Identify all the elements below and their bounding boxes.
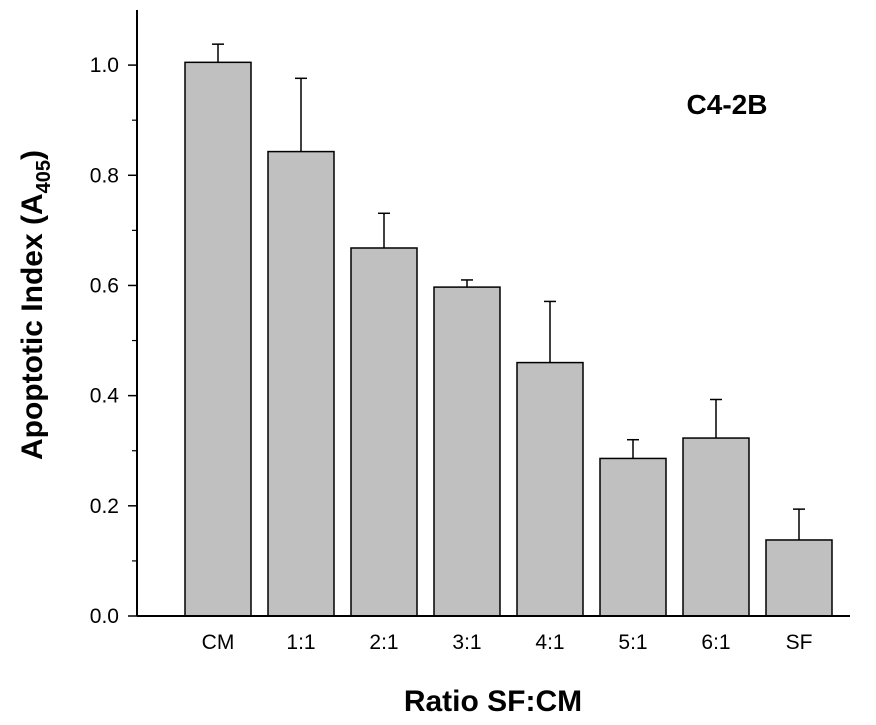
x-tick-label: 6:1: [701, 631, 730, 654]
y-axis-title: Apoptotic Index (A405): [16, 150, 55, 460]
x-tick-label: 1:1: [286, 631, 315, 654]
x-tick-label: CM: [202, 631, 235, 654]
y-axis-title-suffix: ): [16, 150, 49, 160]
bar-5:1: [599, 457, 667, 617]
y-axis-ticks: 0.0 0.2 0.4 0.6 0.8 1.0: [90, 54, 137, 628]
bar-2:1: [350, 247, 418, 617]
bar-1:1: [267, 150, 335, 617]
x-axis-title: Ratio SF:CM: [404, 685, 582, 718]
y-tick-label: 0.0: [90, 605, 119, 628]
error-bars: [212, 43, 805, 540]
bars: [184, 61, 833, 617]
bar-CM: [184, 61, 252, 617]
x-tick-label: SF: [786, 631, 813, 654]
y-tick-label: 1.0: [90, 54, 119, 77]
y-tick-label: 0.4: [90, 385, 120, 408]
x-tick-label: 4:1: [535, 631, 564, 654]
bar-SF: [765, 539, 833, 617]
y-axis-title-subscript: 405: [33, 160, 55, 193]
x-tick-label: 2:1: [369, 631, 398, 654]
y-tick-label: 0.2: [90, 495, 119, 518]
y-tick-label: 0.8: [90, 164, 119, 187]
bar-4:1: [516, 361, 584, 617]
bar-3:1: [433, 286, 501, 617]
y-axis-title-main: Apoptotic Index (A: [16, 193, 49, 460]
x-tick-label: 3:1: [452, 631, 481, 654]
x-axis-category-labels: CM 1:1 2:1 3:1 4:1 5:1 6:1 SF: [202, 631, 813, 654]
plot-area: 0.0 0.2 0.4 0.6 0.8 1.0 CM 1:1 2:1 3:1 4:1 5:1 6:1 S…: [90, 10, 850, 654]
y-tick-label: 0.6: [90, 274, 119, 297]
x-tick-label: 5:1: [618, 631, 647, 654]
annotation-label: C4-2B: [687, 89, 768, 120]
bar-6:1: [682, 437, 750, 617]
